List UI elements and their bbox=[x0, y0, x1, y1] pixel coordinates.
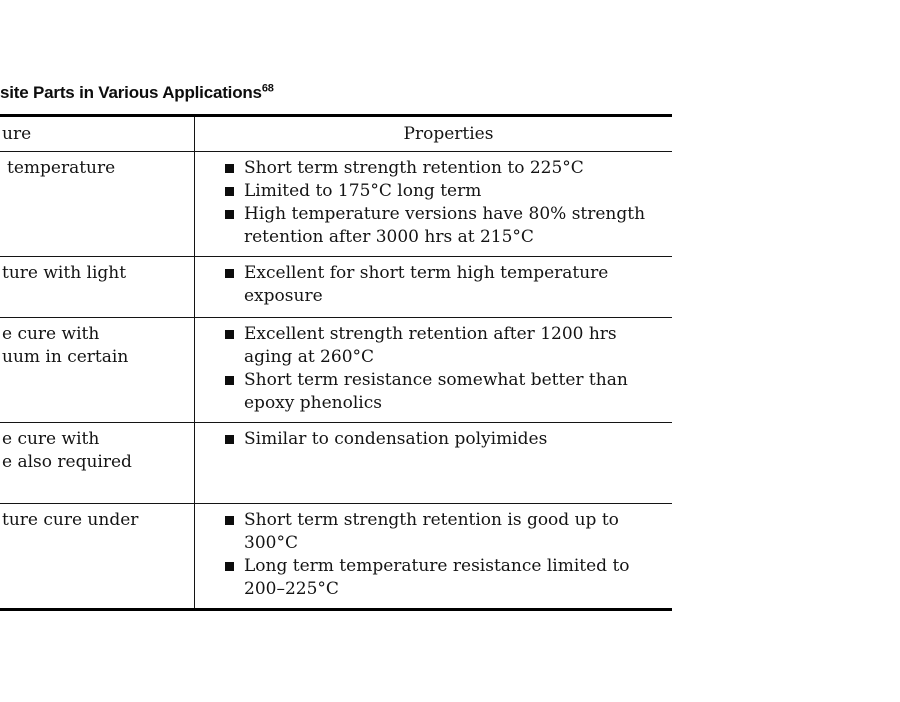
property-item: High temperature versions have 80% stren… bbox=[225, 203, 672, 249]
cure-text-fragment: ture with light bbox=[2, 263, 127, 283]
property-text: High temperature versions have 80% stren… bbox=[244, 204, 646, 247]
cure-text-fragment: e also required bbox=[2, 452, 132, 472]
cure-cell: ture with light bbox=[0, 257, 195, 317]
properties-cell: Short term strength retention to 225°C Li… bbox=[195, 152, 672, 256]
bullet-square-icon bbox=[225, 269, 234, 278]
property-text: Short term strength retention to 225°C bbox=[244, 158, 584, 178]
properties-cell: Excellent strength retention after 1200 … bbox=[195, 318, 672, 422]
property-item: Short term strength retention is good up… bbox=[225, 509, 672, 555]
table-row: temperature Short term strength retention… bbox=[0, 152, 672, 256]
bullet-square-icon bbox=[225, 210, 234, 219]
property-text: Long term temperature resistance limited… bbox=[244, 556, 630, 599]
properties-cell: Short term strength retention is good up… bbox=[195, 504, 672, 608]
bullet-square-icon bbox=[225, 435, 234, 444]
table-row: e cure with e also required Similar to con… bbox=[0, 422, 672, 503]
property-item: Short term resistance somewhat better th… bbox=[225, 369, 672, 415]
cure-cell: temperature bbox=[0, 152, 195, 256]
property-item: Limited to 175°C long term bbox=[225, 180, 672, 203]
table-title-text: site Parts in Various Applications bbox=[0, 83, 262, 102]
property-item: Excellent for short term high temperatur… bbox=[225, 262, 672, 308]
bullet-square-icon bbox=[225, 187, 234, 196]
cure-text-fragment: e cure with bbox=[2, 324, 100, 344]
properties-cell: Similar to condensation polyimides bbox=[195, 423, 672, 503]
bullet-square-icon bbox=[225, 330, 234, 339]
cure-text-fragment: e cure with bbox=[2, 429, 100, 449]
properties-cell: Excellent for short term high temperatur… bbox=[195, 257, 672, 317]
title-footnote-superscript: 68 bbox=[261, 82, 274, 95]
table-title: site Parts in Various Applications68 bbox=[0, 83, 274, 103]
table-row: ture cure under Short term strength reten… bbox=[0, 503, 672, 608]
table-header-row: ure Properties bbox=[0, 117, 672, 152]
table-body: temperature Short term strength retention… bbox=[0, 152, 672, 608]
bullet-square-icon bbox=[225, 516, 234, 525]
column-header-properties-label: Properties bbox=[403, 124, 494, 144]
property-text: Short term resistance somewhat better th… bbox=[244, 370, 628, 413]
cure-cell: e cure with e also required bbox=[0, 423, 195, 503]
table-row: ture with light Excellent for short term … bbox=[0, 256, 672, 317]
bullet-square-icon bbox=[225, 164, 234, 173]
cure-text-fragment: uum in certain bbox=[2, 347, 129, 367]
table-row: e cure with uum in certain Excellent stren… bbox=[0, 317, 672, 422]
column-header-properties: Properties bbox=[195, 117, 672, 151]
column-header-cure: ure bbox=[0, 117, 195, 151]
bullet-square-icon bbox=[225, 376, 234, 385]
cure-text-fragment: ture cure under bbox=[2, 510, 139, 530]
property-text: Short term strength retention is good up… bbox=[244, 510, 619, 553]
column-header-cure-label: ure bbox=[2, 124, 32, 144]
properties-table: ure Properties temperature Short term str… bbox=[0, 114, 672, 611]
property-text: Similar to condensation polyimides bbox=[244, 429, 548, 449]
property-text: Excellent strength retention after 1200 … bbox=[244, 324, 617, 367]
property-item: Long term temperature resistance limited… bbox=[225, 555, 672, 601]
property-item: Excellent strength retention after 1200 … bbox=[225, 323, 672, 369]
cure-text-fragment: temperature bbox=[7, 158, 116, 178]
property-item: Similar to condensation polyimides bbox=[225, 428, 672, 451]
property-text: Limited to 175°C long term bbox=[244, 181, 482, 201]
property-item: Short term strength retention to 225°C bbox=[225, 157, 672, 180]
cure-cell: ture cure under bbox=[0, 504, 195, 608]
property-text: Excellent for short term high temperatur… bbox=[244, 263, 609, 306]
cure-cell: e cure with uum in certain bbox=[0, 318, 195, 422]
bullet-square-icon bbox=[225, 562, 234, 571]
